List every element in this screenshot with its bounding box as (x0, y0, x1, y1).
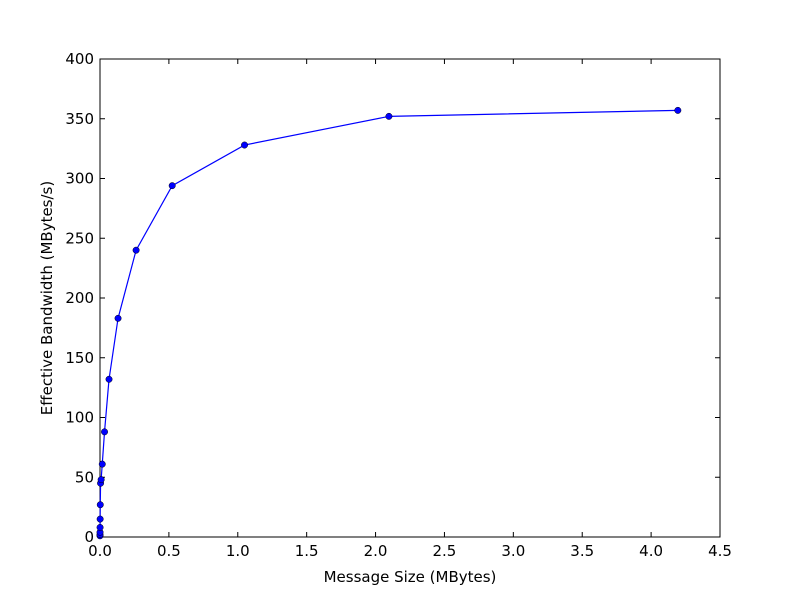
data-point (168, 182, 176, 190)
data-point (105, 375, 113, 383)
x-tick-label: 0.5 (157, 542, 181, 560)
x-tick-label: 1.5 (295, 542, 319, 560)
data-point (98, 460, 106, 468)
y-tick-label: 250 (65, 229, 94, 247)
y-tick-label: 200 (65, 289, 94, 307)
plot-frame (99, 58, 721, 538)
x-tick-label: 3.5 (570, 542, 594, 560)
data-point (114, 314, 122, 322)
data-point (132, 246, 140, 254)
x-tick-label: 1.0 (226, 542, 250, 560)
data-point (96, 501, 104, 509)
x-tick-label: 2.0 (364, 542, 388, 560)
data-point (101, 428, 108, 436)
y-tick-label: 0 (84, 528, 94, 546)
x-axis-label: Message Size (MBytes) (324, 568, 497, 586)
x-tick-label: 4.5 (708, 542, 732, 560)
data-point (96, 523, 104, 531)
data-point (674, 106, 682, 114)
x-tick-label: 2.5 (433, 542, 457, 560)
data-point (97, 476, 105, 484)
data-point (96, 515, 104, 523)
x-tick-label: 0.0 (88, 542, 112, 560)
y-tick-label: 100 (65, 409, 94, 427)
y-axis-label: Effective Bandwidth (MBytes/s) (38, 181, 56, 415)
y-tick-label: 150 (65, 349, 94, 367)
data-point (385, 112, 393, 120)
x-tick-label: 3.0 (501, 542, 525, 560)
x-tick-label: 4.0 (639, 542, 663, 560)
y-tick-label: 50 (75, 468, 94, 486)
series-line (99, 109, 678, 536)
data-point (241, 141, 248, 149)
y-tick-label: 300 (65, 170, 94, 188)
y-tick-label: 350 (65, 110, 94, 128)
y-tick-label: 400 (65, 50, 94, 68)
